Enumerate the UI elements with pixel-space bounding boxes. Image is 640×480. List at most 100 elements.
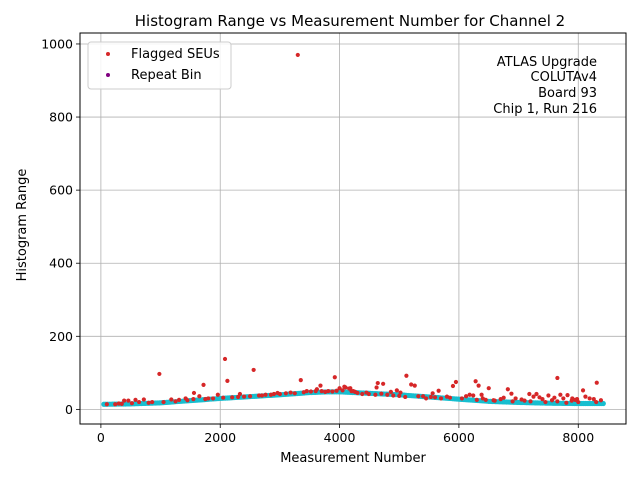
flagged-seu-point (473, 379, 478, 384)
x-tick-label: 0 (97, 430, 105, 445)
flagged-seu-point (157, 371, 162, 377)
flagged-seu-point (480, 396, 485, 401)
chart-title: Histogram Range vs Measurement Number fo… (135, 12, 565, 30)
flagged-seu-point (176, 397, 182, 402)
legend-marker-repeat (106, 73, 110, 77)
flagged-seu-point (501, 395, 506, 400)
annotation-line-4: Chip 1, Run 216 (493, 102, 597, 117)
flagged-seu-point (191, 390, 197, 396)
flagged-seu-point (476, 383, 481, 388)
flagged-seu-point (552, 395, 557, 400)
flagged-seu-point (119, 401, 124, 407)
flagged-seu-point (403, 394, 408, 400)
flagged-seu-point (256, 393, 262, 398)
flagged-seu-point (430, 391, 435, 396)
flagged-seu-point (450, 383, 456, 389)
flagged-seu-point (122, 398, 127, 403)
flagged-seu-point (161, 399, 166, 405)
flagged-seu-point (388, 389, 393, 394)
flagged-seu-point (565, 393, 570, 398)
flagged-seu-point (298, 378, 303, 383)
flagged-seu-point (201, 382, 206, 387)
flagged-seu-point (210, 396, 216, 401)
run-annotation: ATLAS Upgrade COLUTAv4 Board 93 Chip 1, … (493, 55, 597, 117)
flagged-seu-point (169, 397, 174, 402)
flagged-seu-point (463, 394, 469, 399)
flagged-seu-point (558, 392, 563, 397)
flagged-seu-point (398, 390, 403, 395)
flagged-seu-point (423, 396, 429, 401)
flagged-seu-point (404, 373, 409, 378)
x-axis-label: Measurement Number (280, 451, 426, 466)
flagged-seu-point (230, 395, 235, 400)
legend: Flagged SEUs Repeat Bin (87, 41, 232, 90)
flagged-seu-point (340, 388, 345, 393)
flagged-seu-point (385, 392, 390, 397)
flagged-seu-point (203, 397, 208, 402)
flagged-seu-point (421, 394, 426, 399)
flagged-seu-point (191, 397, 196, 402)
flagged-seu-point (330, 389, 335, 394)
flagged-seu-point (251, 367, 256, 373)
flagged-seu-point (347, 386, 352, 391)
legend-label-flagged: Flagged SEUs (131, 47, 220, 62)
flagged-seu-point (375, 380, 380, 386)
flagged-seu-point (323, 389, 328, 394)
flagged-seu-point (113, 402, 118, 407)
flagged-seu-point (222, 356, 228, 362)
annotation-line-3: Board 93 (538, 86, 597, 101)
flagged-seu-point (519, 397, 524, 402)
y-tick-label: 200 (49, 329, 73, 344)
flagged-seu-point (453, 379, 459, 385)
flagged-seu-point (543, 399, 548, 405)
flagged-seu-point (447, 395, 453, 400)
flagged-seu-point (360, 391, 365, 397)
flagged-seu-point (247, 394, 253, 399)
flagged-seu-point (185, 398, 190, 403)
flagged-points (104, 52, 604, 407)
flagged-seu-point (528, 399, 533, 404)
baseline-point (600, 400, 606, 407)
flagged-seu-point (479, 392, 484, 397)
flagged-seu-point (459, 396, 465, 401)
annotation-line-2: COLUTAv4 (531, 70, 597, 85)
flagged-seu-point (537, 395, 542, 400)
plot-frame (79, 32, 627, 425)
flagged-seu-point (225, 378, 230, 383)
flagged-seu-point (337, 386, 342, 391)
flagged-seu-point (146, 400, 151, 405)
flagged-seu-point (555, 399, 560, 404)
flagged-seu-point (308, 389, 314, 394)
x-tick-label: 2000 (204, 430, 236, 445)
flagged-seu-point (428, 394, 433, 400)
flagged-seu-point (314, 387, 319, 392)
y-tick-label: 600 (49, 183, 73, 198)
x-tick-label: 8000 (562, 430, 594, 445)
flagged-seu-point (527, 391, 532, 397)
y-axis-label: Histogram Range (15, 169, 30, 282)
grid (80, 33, 626, 424)
flagged-seu-point (591, 397, 596, 402)
flagged-seu-point (598, 398, 604, 403)
flagged-seu-point (505, 387, 510, 392)
flagged-seu-point (374, 385, 379, 390)
flagged-seu-point (104, 402, 109, 407)
flagged-seu-point (474, 397, 479, 402)
flagged-seu-point (197, 394, 202, 399)
flagged-seu-point (409, 382, 414, 387)
flagged-seu-point (332, 375, 337, 380)
flagged-seu-point (301, 390, 306, 395)
flagged-seu-point (342, 384, 347, 389)
flagged-seu-point (397, 393, 402, 398)
flagged-seu-point (570, 396, 575, 401)
flagged-seu-point (215, 392, 220, 397)
flagged-seu-point (467, 392, 472, 397)
annotation-line-1: ATLAS Upgrade (497, 55, 597, 70)
flagged-seu-point (580, 388, 586, 393)
flagged-seu-point (594, 380, 599, 385)
flagged-seu-point (136, 399, 142, 405)
flagged-seu-point (259, 393, 265, 398)
flagged-seu-point (288, 390, 293, 395)
flagged-seu-point (391, 393, 396, 398)
